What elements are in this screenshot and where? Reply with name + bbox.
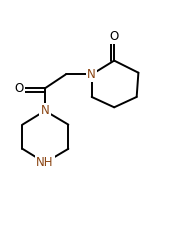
Text: N: N (41, 104, 49, 117)
Text: NH: NH (36, 156, 54, 169)
Text: N: N (87, 68, 96, 81)
Text: O: O (110, 30, 119, 43)
Text: O: O (14, 82, 24, 95)
